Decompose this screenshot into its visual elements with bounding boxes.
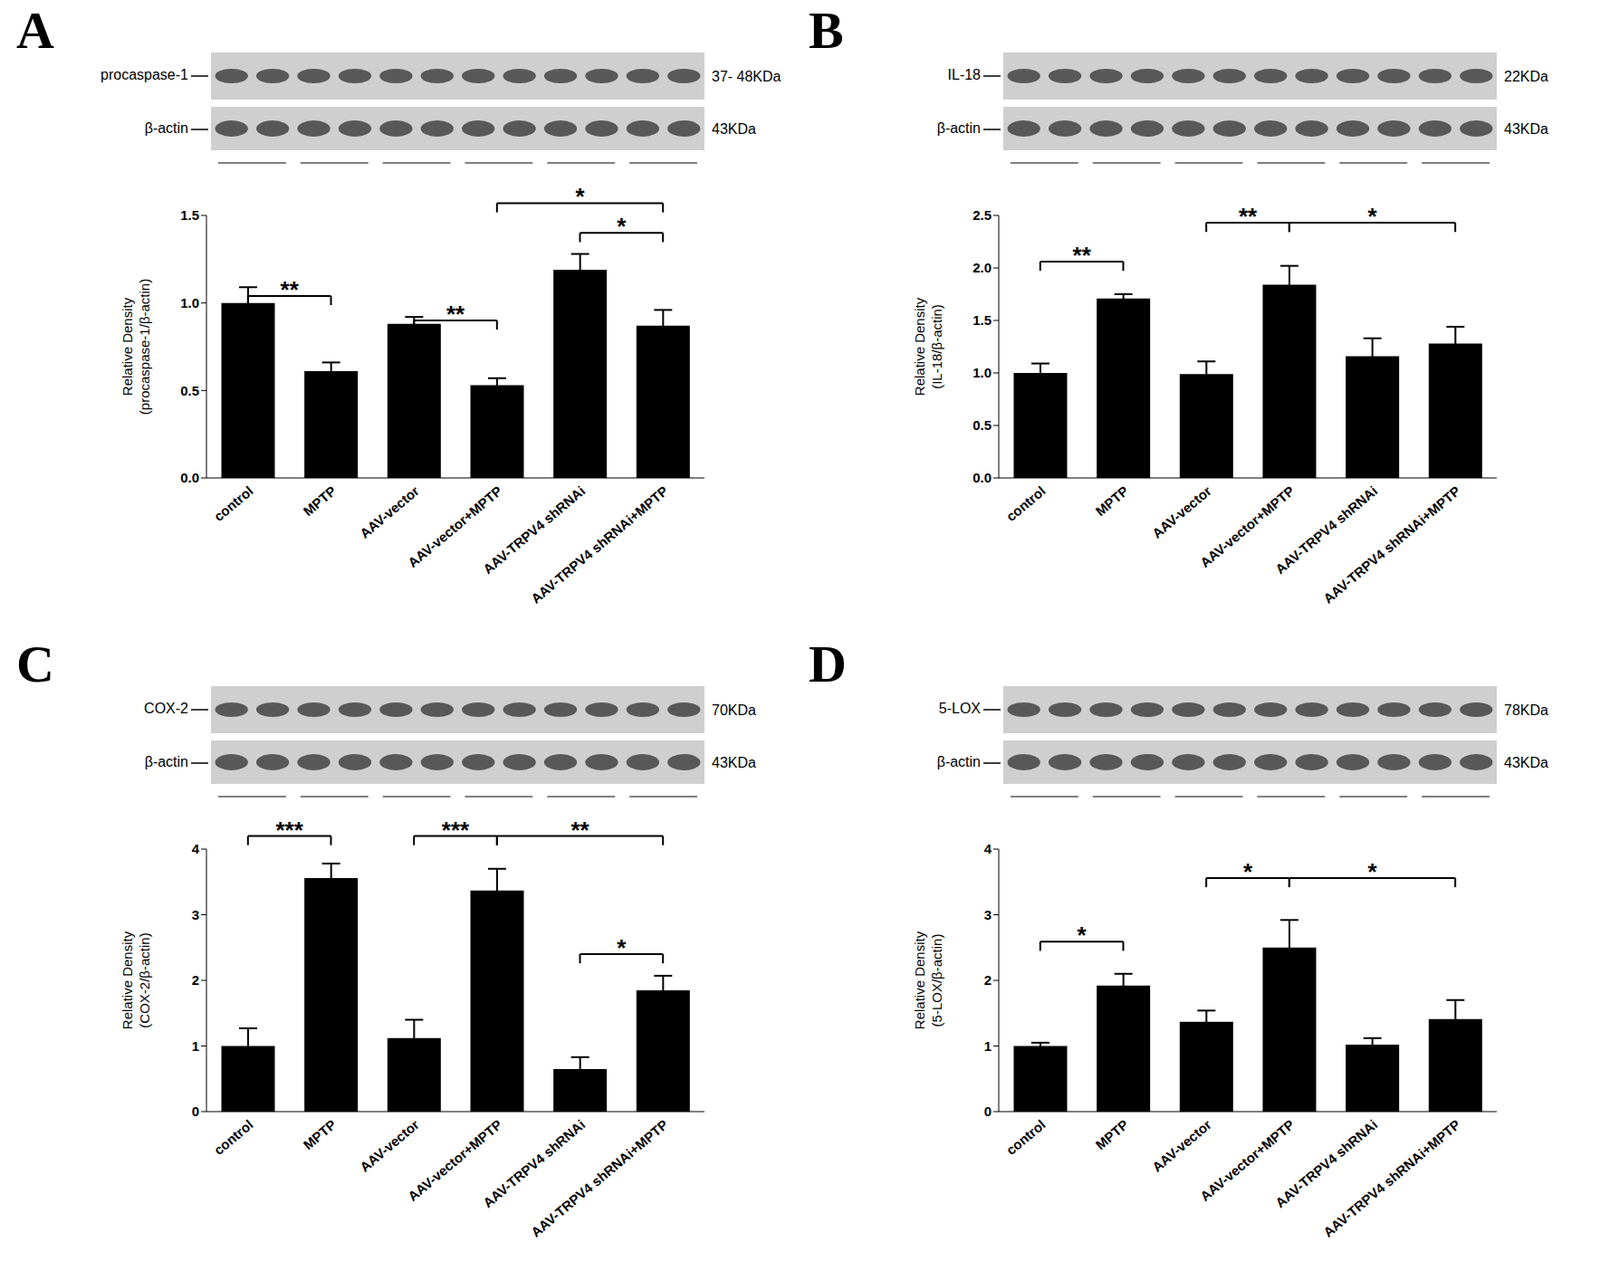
svg-text:MPTP: MPTP: [299, 482, 339, 519]
svg-text:MPTP: MPTP: [1092, 482, 1131, 519]
svg-text:AAV-vector+MPTP: AAV-vector+MPTP: [404, 1116, 505, 1205]
svg-text:1: 1: [191, 1038, 200, 1054]
html-text:A: A: [16, 0, 55, 60]
svg-text:1.5: 1.5: [180, 207, 200, 223]
svg-text:control: control: [1003, 1116, 1049, 1159]
svg-text:43KDa: 43KDa: [1504, 121, 1549, 137]
svg-text:Relative Density(5-LOX/β-actin: Relative Density(5-LOX/β-actin): [911, 930, 945, 1030]
svg-text:control: control: [210, 482, 257, 525]
svg-text:37- 48KDa: 37- 48KDa: [711, 68, 782, 85]
svg-text:*: *: [574, 182, 585, 211]
svg-text:43KDa: 43KDa: [1504, 755, 1549, 771]
svg-text:2: 2: [984, 972, 992, 988]
svg-text:70KDa: 70KDa: [711, 702, 757, 719]
svg-text:Relative Density(procaspase-1/: Relative Density(procaspase-1/β-actin): [119, 278, 153, 415]
svg-text:**: **: [446, 300, 466, 328]
svg-text:***: ***: [441, 816, 470, 844]
svg-text:β-actin: β-actin: [144, 120, 189, 136]
svg-text:0.5: 0.5: [972, 417, 992, 433]
svg-text:*: *: [1367, 858, 1378, 886]
svg-text:AAV-TRPV4 shRNAi+MPTP: AAV-TRPV4 shRNAi+MPTP: [1320, 482, 1464, 606]
svg-text:β-actin: β-actin: [937, 754, 981, 770]
html-text:D: D: [808, 634, 847, 694]
svg-text:*: *: [1243, 858, 1254, 886]
svg-text:AAV-vector: AAV-vector: [356, 482, 422, 541]
svg-text:0: 0: [984, 1103, 992, 1120]
svg-text:AAV-TRPV4 shRNAi+MPTP: AAV-TRPV4 shRNAi+MPTP: [527, 482, 671, 606]
svg-text:**: **: [570, 816, 590, 844]
svg-text:Relative Density(COX-2/β-actin: Relative Density(COX-2/β-actin): [119, 930, 153, 1030]
svg-text:**: **: [1238, 202, 1258, 230]
svg-text:4: 4: [191, 841, 201, 857]
svg-text:0.0: 0.0: [180, 469, 200, 486]
svg-text:3: 3: [191, 907, 200, 923]
svg-text:*: *: [616, 212, 627, 240]
svg-text:IL-18: IL-18: [948, 67, 982, 83]
svg-text:0: 0: [191, 1103, 200, 1120]
svg-text:1: 1: [984, 1038, 992, 1054]
svg-text:MPTP: MPTP: [1092, 1116, 1131, 1153]
svg-text:procaspase-1: procaspase-1: [100, 67, 189, 83]
svg-text:2.5: 2.5: [972, 207, 992, 223]
html-text:C: C: [16, 634, 55, 694]
svg-text:**: **: [280, 276, 300, 304]
svg-text:43KDa: 43KDa: [711, 755, 757, 771]
html-text:B: B: [808, 0, 844, 60]
svg-text:COX-2: COX-2: [143, 700, 189, 717]
svg-text:**: **: [1073, 241, 1093, 269]
svg-text:1.0: 1.0: [972, 364, 992, 381]
svg-text:AAV-TRPV4 shRNAi+MPTP: AAV-TRPV4 shRNAi+MPTP: [527, 1116, 671, 1240]
svg-text:AAV-TRPV4 shRNAi+MPTP: AAV-TRPV4 shRNAi+MPTP: [1320, 1116, 1464, 1240]
svg-text:1.5: 1.5: [972, 312, 992, 328]
svg-text:0.0: 0.0: [972, 469, 992, 486]
svg-text:78KDa: 78KDa: [1504, 702, 1549, 719]
svg-text:*: *: [1367, 202, 1378, 230]
svg-text:*: *: [616, 934, 627, 962]
svg-text:43KDa: 43KDa: [711, 121, 757, 137]
svg-text:AAV-vector: AAV-vector: [1149, 482, 1215, 541]
svg-text:AAV-vector+MPTP: AAV-vector+MPTP: [404, 482, 505, 571]
svg-text:AAV-vector+MPTP: AAV-vector+MPTP: [1197, 482, 1298, 571]
svg-text:4: 4: [984, 841, 993, 857]
svg-text:1.0: 1.0: [180, 295, 200, 311]
svg-text:AAV-vector: AAV-vector: [1149, 1116, 1215, 1175]
svg-text:MPTP: MPTP: [299, 1116, 339, 1153]
svg-text:***: ***: [275, 816, 304, 844]
svg-text:*: *: [1077, 921, 1088, 949]
svg-text:β-actin: β-actin: [937, 120, 981, 136]
svg-text:5-LOX: 5-LOX: [938, 700, 982, 717]
svg-text:β-actin: β-actin: [144, 754, 189, 770]
svg-text:AAV-vector+MPTP: AAV-vector+MPTP: [1197, 1116, 1298, 1205]
svg-text:2: 2: [191, 972, 200, 988]
svg-text:Relative Density(IL-18/β-actin: Relative Density(IL-18/β-actin): [911, 297, 945, 396]
svg-text:3: 3: [984, 907, 992, 923]
svg-text:control: control: [210, 1116, 257, 1159]
svg-text:2.0: 2.0: [972, 259, 992, 276]
svg-text:AAV-vector: AAV-vector: [356, 1116, 422, 1175]
svg-text:control: control: [1003, 482, 1049, 525]
svg-text:22KDa: 22KDa: [1504, 68, 1549, 85]
svg-text:0.5: 0.5: [180, 383, 200, 399]
